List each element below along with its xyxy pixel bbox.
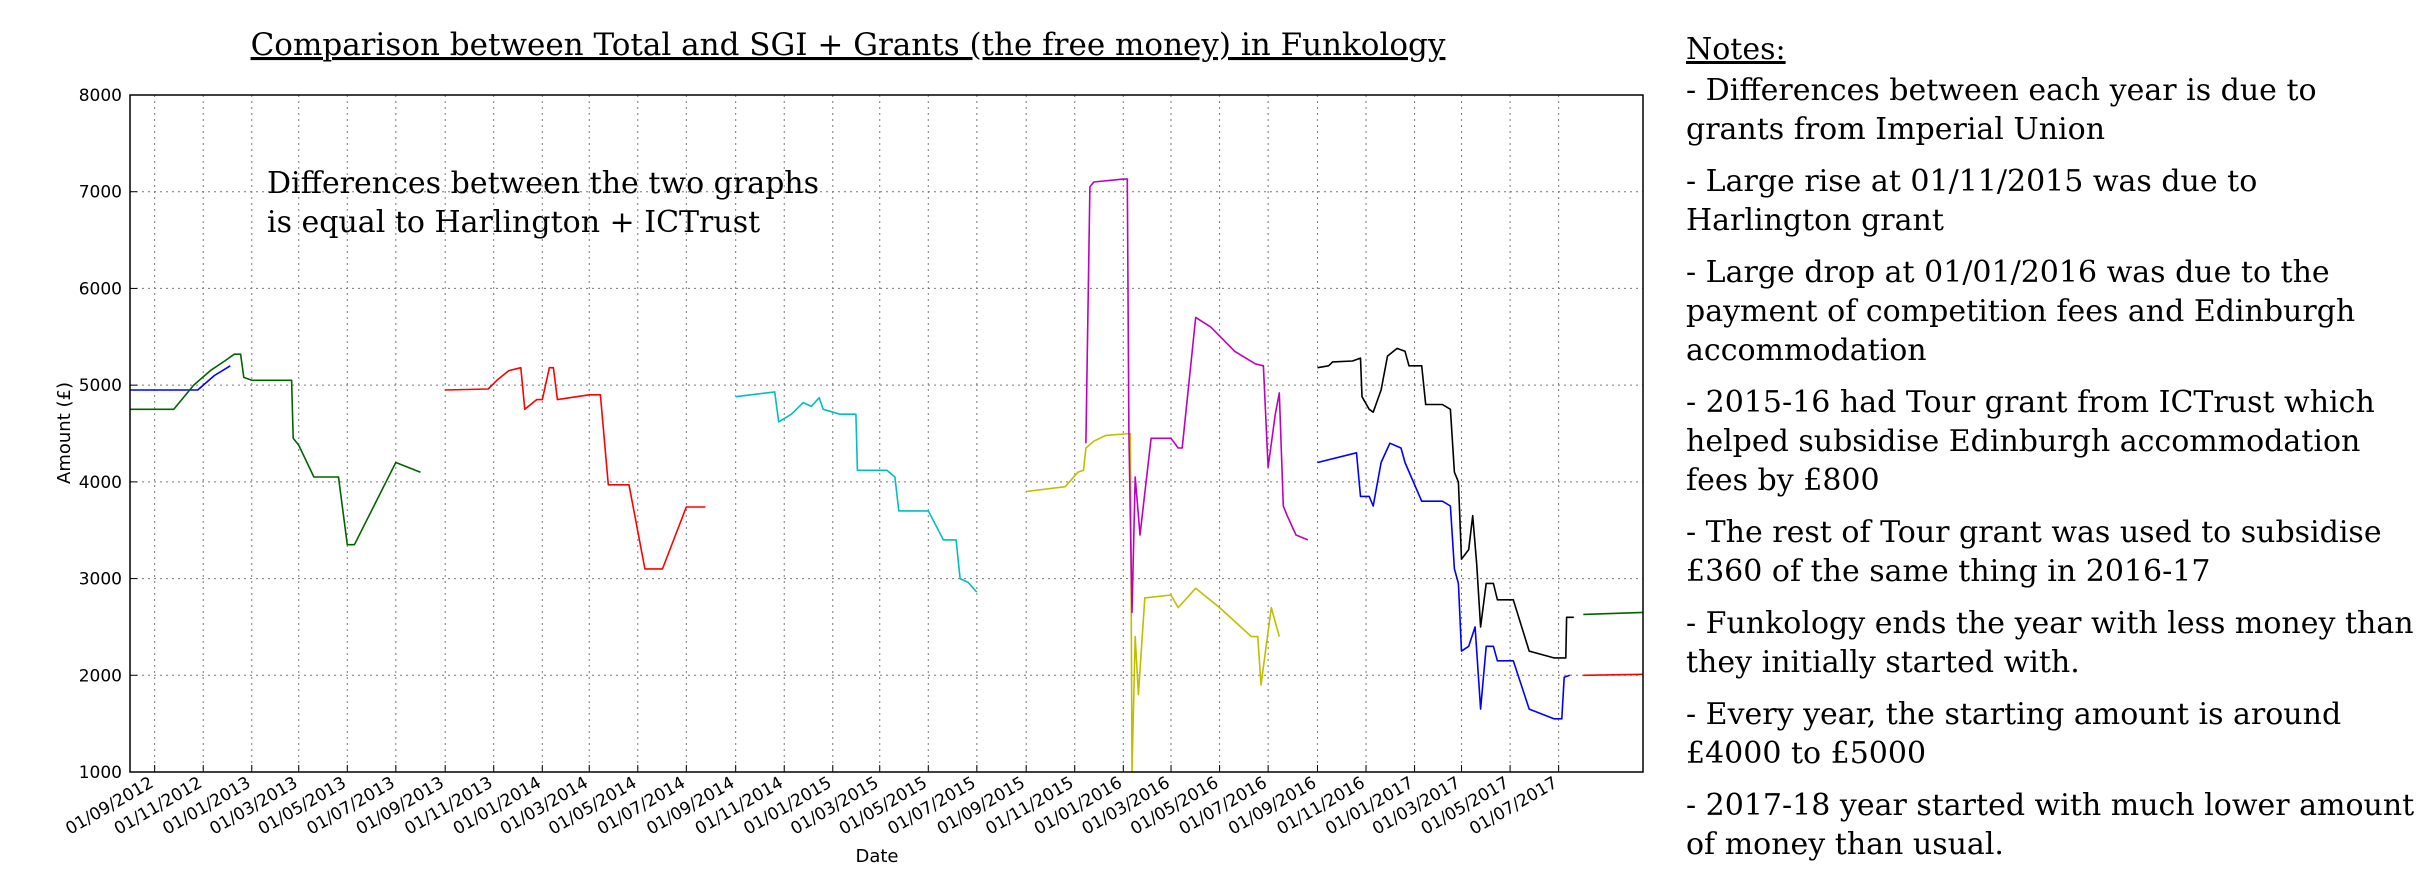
annotation-line-2: is equal to Harlington + ICTrust bbox=[267, 205, 760, 240]
notes-panel: Notes: - Differences between each year i… bbox=[1686, 30, 2416, 877]
chart: Comparison between Total and SGI + Grant… bbox=[54, 27, 1644, 867]
note-item: - Large drop at 01/01/2016 was due to th… bbox=[1686, 255, 2356, 368]
series-line bbox=[1583, 611, 1644, 616]
series-line bbox=[1317, 347, 1574, 659]
y-tick-label: 2000 bbox=[79, 666, 122, 686]
y-tick-label: 8000 bbox=[79, 86, 122, 106]
note-item: - Large rise at 01/11/2015 was due to Ha… bbox=[1686, 164, 2258, 238]
y-tick-label: 6000 bbox=[79, 279, 122, 299]
note-item: - 2017-18 year started with much lower a… bbox=[1686, 788, 2415, 862]
x-axis: 01/09/201201/11/201201/01/201301/03/2013… bbox=[62, 765, 1561, 839]
note-item: - 2015-16 had Tour grant from ICTrust wh… bbox=[1686, 385, 2375, 498]
y-tick-label: 3000 bbox=[79, 570, 122, 590]
y-axis-label: Amount (£) bbox=[54, 382, 75, 484]
plot-area bbox=[130, 178, 1644, 773]
note-item: - Funkology ends the year with less mone… bbox=[1686, 606, 2414, 680]
series-line bbox=[1583, 673, 1644, 677]
series-line bbox=[1026, 432, 1281, 773]
y-axis: 1000 2000 3000 4000 5000 6000 7000 8000 bbox=[79, 86, 137, 783]
series-line bbox=[130, 353, 421, 546]
series-line bbox=[130, 365, 231, 391]
series-line bbox=[1085, 178, 1309, 614]
note-item: - Differences between each year is due t… bbox=[1686, 73, 2317, 147]
note-item: - The rest of Tour grant was used to sub… bbox=[1686, 515, 2382, 589]
series-line bbox=[735, 391, 978, 593]
y-tick-label: 1000 bbox=[79, 763, 122, 783]
y-tick-label: 5000 bbox=[79, 376, 122, 396]
x-axis-label: Date bbox=[855, 846, 898, 867]
annotation-line-1: Differences between the two graphs bbox=[267, 166, 819, 201]
note-item: - Every year, the starting amount is aro… bbox=[1686, 697, 2342, 771]
grid bbox=[130, 95, 1643, 772]
axes-frame bbox=[129, 94, 1644, 773]
series-line bbox=[445, 366, 706, 570]
y-tick-label: 7000 bbox=[79, 183, 122, 203]
y-tick-label: 4000 bbox=[79, 473, 122, 493]
series-line bbox=[1317, 442, 1571, 720]
chart-title: Comparison between Total and SGI + Grant… bbox=[251, 27, 1446, 63]
notes-heading: Notes: bbox=[1686, 32, 1786, 67]
